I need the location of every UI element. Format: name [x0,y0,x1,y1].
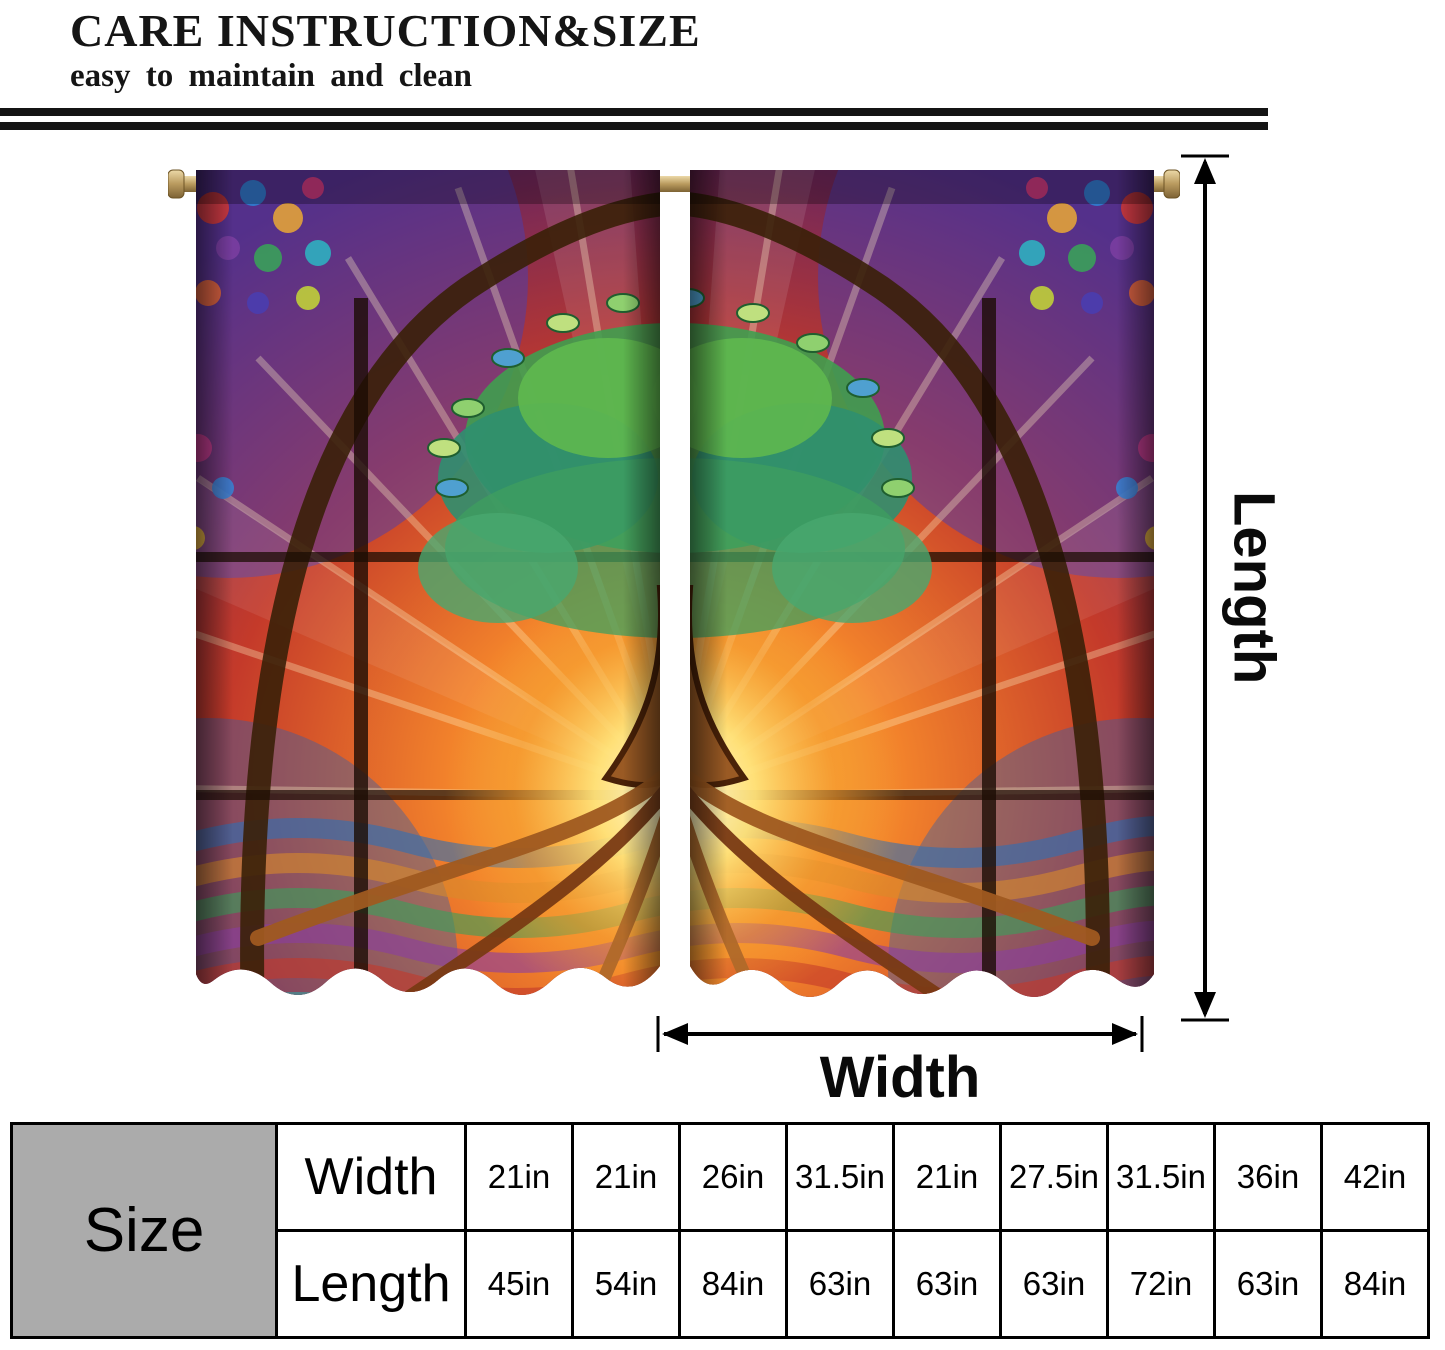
care-title: CARE INSTRUCTION&SIZE [70,5,701,56]
right-curtain-panel [690,170,1154,997]
divider-line-top [0,108,1268,116]
size-value-cell: 31.5in [785,1122,895,1232]
size-table: Size Width 21in 21in 26in 31.5in 21in 27… [10,1122,1430,1339]
width-arrow [656,1016,1144,1052]
size-value-cell: 72in [1106,1229,1216,1339]
size-value-cell: 84in [1320,1229,1430,1339]
length-row-label: Length [275,1229,467,1339]
length-arrow [1181,154,1229,1022]
size-value-cell: 84in [678,1229,788,1339]
size-value-cell: 63in [999,1229,1109,1339]
size-corner-cell: Size [10,1122,278,1339]
size-value-cell: 26in [678,1122,788,1232]
size-value-cell: 63in [785,1229,895,1339]
size-value-cell: 63in [1213,1229,1323,1339]
size-value-cell: 54in [571,1229,681,1339]
size-value-cell: 36in [1213,1122,1323,1232]
size-value-cell: 42in [1320,1122,1430,1232]
size-value-cell: 21in [571,1122,681,1232]
size-value-cell: 31.5in [1106,1122,1216,1232]
size-value-cell: 27.5in [999,1122,1109,1232]
left-curtain-panel [196,170,660,995]
size-value-cell: 63in [892,1229,1002,1339]
length-label: Length [1221,491,1287,685]
width-row-label: Width [275,1122,467,1232]
size-value-cell: 21in [892,1122,1002,1232]
table-row-width: Size Width 21in 21in 26in 31.5in 21in 27… [10,1122,1430,1339]
divider-line-bottom [0,122,1268,130]
size-value-cell: 45in [464,1229,574,1339]
size-value-cell: 21in [464,1122,574,1232]
product-image [167,148,1181,1030]
width-label: Width [819,1045,981,1110]
care-subtitle: easy to maintain and clean [70,58,473,94]
table-row-length: Length 45in 54in 84in 63in 63in 63in 72i… [12,1229,1430,1339]
